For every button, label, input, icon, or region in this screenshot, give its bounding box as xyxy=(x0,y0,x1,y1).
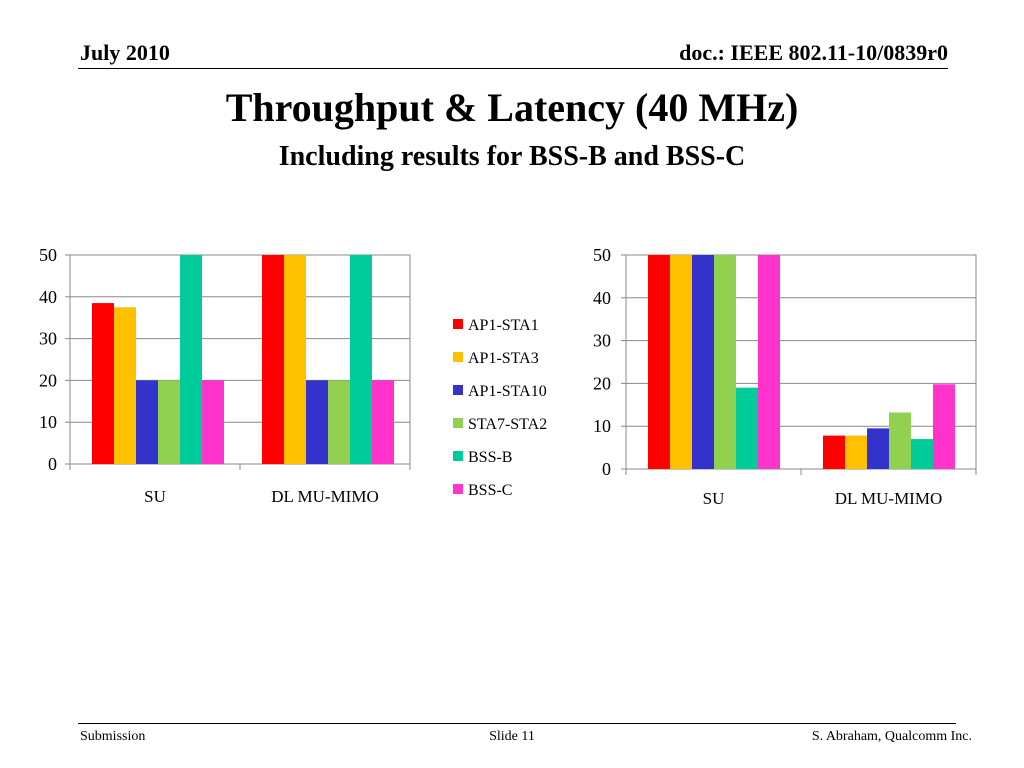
legend-label: BSS-C xyxy=(468,482,512,499)
y-tick-label: 0 xyxy=(48,454,57,474)
bar-sta7-sta2 xyxy=(714,255,736,469)
bar-ap1-sta3 xyxy=(845,435,867,469)
y-tick-label: 50 xyxy=(593,245,611,265)
bar-bss-c xyxy=(758,255,780,469)
header-doc-id: doc.: IEEE 802.11-10/0839r0 xyxy=(679,40,948,65)
header-date: July 2010 xyxy=(80,40,170,65)
bar-bss-b xyxy=(911,439,933,469)
category-label: DL MU-MIMO xyxy=(271,487,379,506)
footer-author: S. Abraham, Qualcomm Inc. xyxy=(811,729,972,744)
y-tick-label: 10 xyxy=(593,416,611,436)
y-tick-label: 30 xyxy=(593,331,611,351)
y-tick-label: 50 xyxy=(39,245,57,265)
bar-ap1-sta10 xyxy=(136,380,158,464)
slide-title: Throughput & Latency (40 MHz) xyxy=(225,85,799,130)
bar-bss-b xyxy=(350,255,372,464)
bar-ap1-sta1 xyxy=(262,255,284,464)
legend-swatch xyxy=(453,352,463,362)
bar-sta7-sta2 xyxy=(158,380,180,464)
y-tick-label: 20 xyxy=(593,373,611,393)
chart-2: 0 10 20 30 40 50 SU DL MU-MIMO xyxy=(593,245,977,508)
category-label: SU xyxy=(703,489,725,508)
legend-label: AP1-STA3 xyxy=(468,350,539,367)
bar-ap1-sta1 xyxy=(823,435,845,469)
bar-sta7-sta2 xyxy=(889,412,911,469)
bar-ap1-sta10 xyxy=(867,428,889,469)
y-tick-label: 40 xyxy=(39,287,57,307)
footer-submission: Submission xyxy=(80,729,146,744)
bar-bss-b xyxy=(736,387,758,469)
bar-ap1-sta1 xyxy=(648,255,670,469)
bar-ap1-sta3 xyxy=(670,255,692,469)
legend-label: STA7-STA2 xyxy=(468,416,547,433)
y-tick-label: 10 xyxy=(39,412,57,432)
legend-swatch xyxy=(453,385,463,395)
category-label: SU xyxy=(144,487,166,506)
legend-swatch xyxy=(453,484,463,494)
header-rule xyxy=(78,68,948,69)
bar-bss-b xyxy=(180,255,202,464)
bar-bss-c xyxy=(202,380,224,464)
bar-sta7-sta2 xyxy=(328,380,350,464)
bar-ap1-sta1 xyxy=(92,303,114,464)
y-tick-label: 0 xyxy=(602,459,611,479)
category-label: DL MU-MIMO xyxy=(835,489,943,508)
bar-bss-c xyxy=(933,384,955,469)
footer-slide-number: Slide 11 xyxy=(489,729,535,744)
y-tick-label: 20 xyxy=(39,370,57,390)
bar-bss-c xyxy=(372,380,394,464)
bar-ap1-sta3 xyxy=(114,307,136,464)
legend: AP1-STA1 AP1-STA3 AP1-STA10 STA7-STA2 BSS-B B… xyxy=(453,317,547,499)
y-tick-label: 30 xyxy=(39,329,57,349)
legend-label: AP1-STA10 xyxy=(468,383,547,400)
bar-ap1-sta10 xyxy=(692,255,714,469)
legend-swatch xyxy=(453,418,463,428)
footer-rule xyxy=(78,723,956,724)
bar-ap1-sta10 xyxy=(306,380,328,464)
legend-swatch xyxy=(453,319,463,329)
y-tick-label: 40 xyxy=(593,288,611,308)
legend-label: AP1-STA1 xyxy=(468,317,539,334)
legend-swatch xyxy=(453,451,463,461)
bar-ap1-sta3 xyxy=(284,255,306,464)
slide-subtitle: Including results for BSS-B and BSS-C xyxy=(278,141,746,172)
legend-label: BSS-B xyxy=(468,449,512,466)
